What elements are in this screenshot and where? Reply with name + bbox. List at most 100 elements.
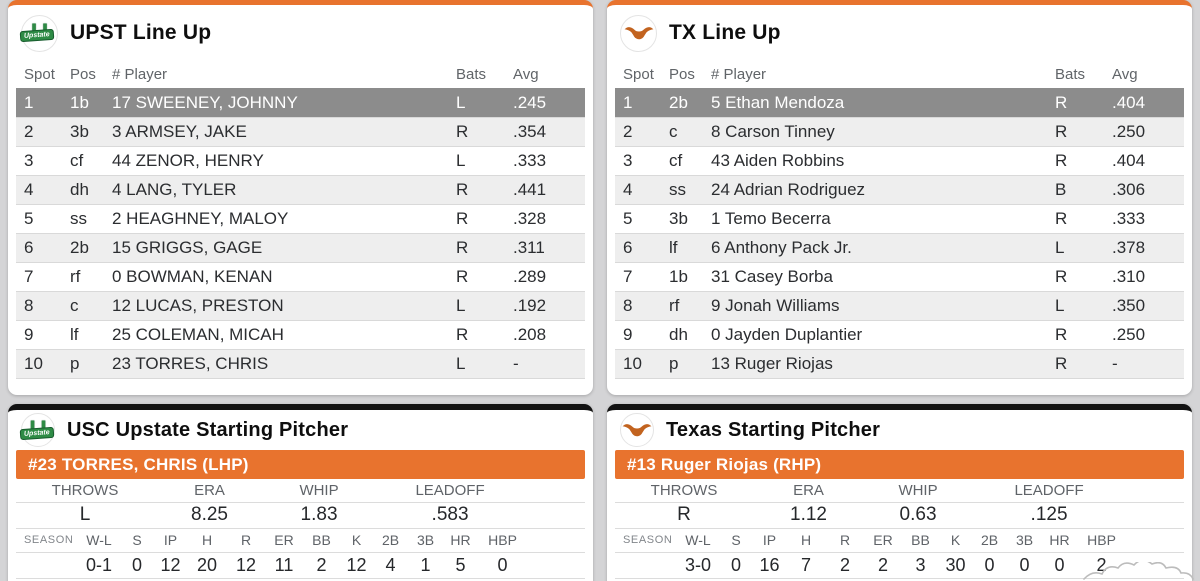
pitcher-summary-labels-row: THROWS ERA WHIP LEADOFF bbox=[16, 479, 586, 502]
pitcher-summary-labels-row: THROWS ERA WHIP LEADOFF bbox=[615, 479, 1185, 502]
lineup-position: p bbox=[669, 353, 679, 373]
lineup-position: c bbox=[70, 295, 79, 315]
label-era: ERA bbox=[194, 481, 225, 499]
upstate-lineup-card: U Upstate UPST Line Up Spot Pos # Player… bbox=[8, 0, 593, 395]
pitcher-season-labels-row: SEASON W-L S IP H R ER BB K 2B 3B HR HBP bbox=[16, 528, 586, 552]
label-whip: WHIP bbox=[299, 481, 339, 499]
lineup-row[interactable]: 2 3b 3 ARMSEY, JAKE R .354 bbox=[16, 117, 585, 146]
lineup-row[interactable]: 1 1b 17 SWEENEY, JOHNNY L .245 bbox=[16, 88, 585, 117]
lineup-row[interactable]: 3 cf 43 Aiden Robbins R .404 bbox=[615, 146, 1184, 175]
lineup-spot: 7 bbox=[24, 266, 34, 286]
lineup-row[interactable]: 4 ss 24 Adrian Rodriguez B .306 bbox=[615, 175, 1184, 204]
label-whip: WHIP bbox=[898, 481, 938, 499]
lineup-position: 1b bbox=[669, 266, 688, 286]
val-3b: 1 bbox=[420, 554, 431, 575]
lineup-position: 2b bbox=[70, 237, 89, 257]
value-throws: R bbox=[677, 504, 691, 525]
col-hbp: HBP bbox=[1087, 532, 1116, 548]
lineup-avg: .350 bbox=[1112, 295, 1146, 315]
val-hr: 0 bbox=[1054, 554, 1065, 575]
lineup-row[interactable]: 1 2b 5 Ethan Mendoza R .404 bbox=[615, 88, 1184, 117]
col-header-pos: Pos bbox=[669, 65, 695, 83]
lineup-player: 17 SWEENEY, JOHNNY bbox=[112, 92, 298, 112]
lineup-avg: .306 bbox=[1112, 179, 1146, 199]
val-bb: 3 bbox=[915, 554, 926, 575]
lineup-position: cf bbox=[70, 150, 84, 170]
col-header-bats: Bats bbox=[456, 65, 487, 83]
lineup-bats: R bbox=[456, 266, 469, 286]
val-bb: 2 bbox=[316, 554, 327, 575]
val-wl: 0-1 bbox=[85, 554, 112, 575]
lineup-row[interactable]: 10 p 13 Ruger Riojas R - bbox=[615, 349, 1184, 378]
lineup-row[interactable]: 9 dh 0 Jayden Duplantier R .250 bbox=[615, 320, 1184, 349]
lineup-row[interactable]: 5 ss 2 HEAGHNEY, MALOY R .328 bbox=[16, 204, 585, 233]
lineup-spot: 10 bbox=[623, 353, 642, 373]
lineup-row[interactable]: 5 3b 1 Temo Becerra R .333 bbox=[615, 204, 1184, 233]
texas-pitcher-name-banner: #13 Ruger Riojas (RHP) bbox=[615, 450, 1184, 479]
val-k: 12 bbox=[346, 554, 367, 575]
lineup-player: 23 TORRES, CHRIS bbox=[112, 353, 269, 373]
season-label: SEASON bbox=[623, 534, 673, 546]
lineup-position: c bbox=[669, 121, 678, 141]
value-whip: 0.63 bbox=[899, 504, 937, 525]
watermark-sketch bbox=[1083, 562, 1194, 580]
lineup-row[interactable]: 7 rf 0 BOWMAN, KENAN R .289 bbox=[16, 262, 585, 291]
lineup-row[interactable]: 10 p 23 TORRES, CHRIS L - bbox=[16, 349, 585, 378]
lineup-player: 0 BOWMAN, KENAN bbox=[112, 266, 273, 286]
val-er: 11 bbox=[274, 554, 294, 575]
val-hbp: 0 bbox=[497, 554, 508, 575]
col-hbp: HBP bbox=[488, 532, 517, 548]
lineup-bats: R bbox=[456, 237, 469, 257]
val-ip: 12 bbox=[160, 554, 181, 575]
lineup-player: 9 Jonah Williams bbox=[711, 295, 840, 315]
lineup-spot: 5 bbox=[623, 208, 633, 228]
lineup-row[interactable]: 8 rf 9 Jonah Williams L .350 bbox=[615, 291, 1184, 320]
col-k: K bbox=[351, 532, 362, 548]
lineup-player: 0 Jayden Duplantier bbox=[711, 324, 863, 344]
lineup-bats: R bbox=[456, 179, 469, 199]
lineup-row[interactable]: 7 1b 31 Casey Borba R .310 bbox=[615, 262, 1184, 291]
lineup-position: dh bbox=[669, 324, 688, 344]
lineup-position: 1b bbox=[70, 92, 89, 112]
lineup-avg: .328 bbox=[513, 208, 547, 228]
lineup-bats: R bbox=[456, 208, 469, 228]
lineup-row[interactable]: 2 c 8 Carson Tinney R .250 bbox=[615, 117, 1184, 146]
lineup-avg: .311 bbox=[513, 237, 545, 257]
lineup-bats: R bbox=[456, 121, 469, 141]
lineup-bats: R bbox=[1055, 121, 1068, 141]
lineup-row[interactable]: 8 c 12 LUCAS, PRESTON L .192 bbox=[16, 291, 585, 320]
spacer-cell bbox=[1126, 479, 1184, 502]
lineup-header-row: Spot Pos # Player Bats Avg bbox=[16, 61, 585, 88]
lineup-row[interactable]: 6 lf 6 Anthony Pack Jr. L .378 bbox=[615, 233, 1184, 262]
lineup-bats: R bbox=[456, 324, 469, 344]
lineup-spot: 7 bbox=[623, 266, 633, 286]
lineup-avg: .404 bbox=[1112, 92, 1146, 112]
texas-pitcher-title: Texas Starting Pitcher bbox=[666, 418, 881, 441]
lineup-bats: L bbox=[456, 92, 466, 112]
lineup-position: ss bbox=[669, 179, 686, 199]
col-header-player: # Player bbox=[112, 65, 168, 83]
lineup-row[interactable]: 6 2b 15 GRIGGS, GAGE R .311 bbox=[16, 233, 585, 262]
lineup-row[interactable]: 9 lf 25 COLEMAN, MICAH R .208 bbox=[16, 320, 585, 349]
upstate-logo-banner-text: Upstate bbox=[19, 28, 55, 42]
lineup-row[interactable]: 4 dh 4 LANG, TYLER R .441 bbox=[16, 175, 585, 204]
val-2b: 4 bbox=[385, 554, 396, 575]
col-header-player: # Player bbox=[711, 65, 767, 83]
spacer-cell bbox=[16, 552, 78, 578]
pitcher-season-labels-row: SEASON W-L S IP H R ER BB K 2B 3B HR HBP bbox=[615, 528, 1185, 552]
val-r: 12 bbox=[236, 554, 257, 575]
lineup-spot: 9 bbox=[623, 324, 633, 344]
lineup-spot: 8 bbox=[24, 295, 34, 315]
lineup-row[interactable]: 3 cf 44 ZENOR, HENRY L .333 bbox=[16, 146, 585, 175]
season-label: SEASON bbox=[24, 534, 74, 546]
texas-longhorn-logo-icon bbox=[620, 14, 657, 52]
lineup-spot: 9 bbox=[24, 324, 34, 344]
lineup-player: 8 Carson Tinney bbox=[711, 121, 835, 141]
val-hbp: 2 bbox=[1096, 554, 1107, 575]
lineup-avg: .208 bbox=[513, 324, 547, 344]
upstate-lineup-header: U Upstate UPST Line Up bbox=[8, 5, 593, 61]
pitcher-season-values-row: 3-0 0 16 7 2 2 3 30 0 0 0 2 bbox=[615, 552, 1185, 578]
texas-lineup-card: TX Line Up Spot Pos # Player Bats Avg 1 … bbox=[607, 0, 1192, 395]
label-leadoff: LEADOFF bbox=[415, 481, 485, 499]
